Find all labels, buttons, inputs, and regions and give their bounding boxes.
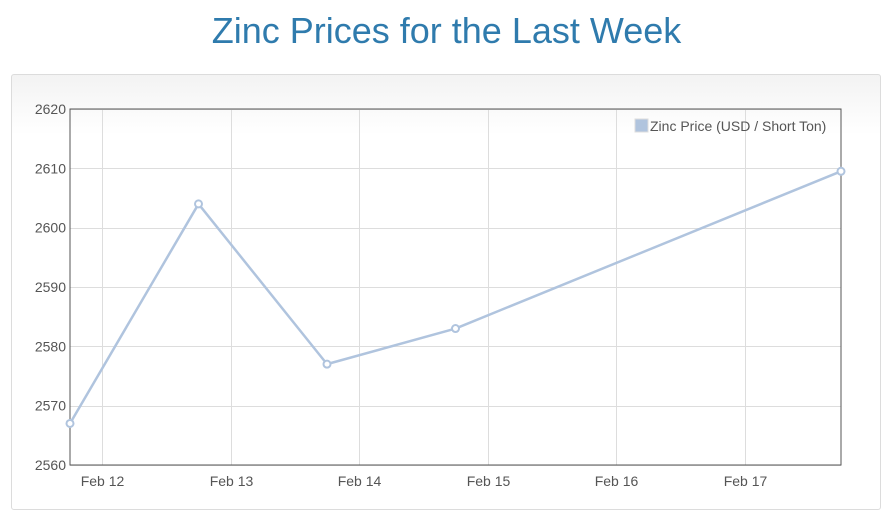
y-tick-label: 2590 — [35, 279, 66, 295]
x-tick-label: Feb 14 — [338, 473, 382, 489]
y-tick-label: 2600 — [35, 220, 66, 236]
legend-swatch — [634, 118, 649, 133]
grid — [70, 109, 841, 466]
y-tick-label: 2570 — [35, 398, 66, 414]
x-tick-label: Feb 13 — [210, 473, 254, 489]
y-tick-label: 2560 — [35, 457, 66, 473]
data-point[interactable] — [65, 418, 75, 428]
legend-label: Zinc Price (USD / Short Ton) — [650, 118, 826, 134]
x-tick-label: Feb 15 — [467, 473, 511, 489]
plot-area-border — [69, 108, 842, 466]
data-point[interactable] — [322, 359, 332, 369]
data-point[interactable] — [836, 166, 846, 176]
x-tick-label: Feb 16 — [595, 473, 639, 489]
x-tick-label: Feb 17 — [724, 473, 768, 489]
x-axis-ticks: Feb 12 Feb 13 Feb 14 Feb 15 Feb 16 Feb 17 — [81, 473, 768, 489]
data-point[interactable] — [451, 324, 460, 334]
chart-panel: 2560 2570 2580 2590 2600 2610 2620 Feb 12 Feb 1… — [11, 74, 881, 510]
y-axis-ticks: 2560 2570 2580 2590 2600 2610 2620 — [35, 101, 66, 473]
data-point[interactable] — [194, 199, 203, 209]
series — [65, 166, 846, 428]
series-line — [68, 170, 842, 425]
x-tick-label: Feb 12 — [81, 473, 125, 489]
y-tick-label: 2610 — [35, 160, 66, 176]
legend: Zinc Price (USD / Short Ton) — [634, 118, 826, 134]
page-title: Zinc Prices for the Last Week — [211, 10, 682, 51]
y-tick-label: 2620 — [35, 101, 66, 117]
y-tick-label: 2580 — [35, 338, 66, 354]
